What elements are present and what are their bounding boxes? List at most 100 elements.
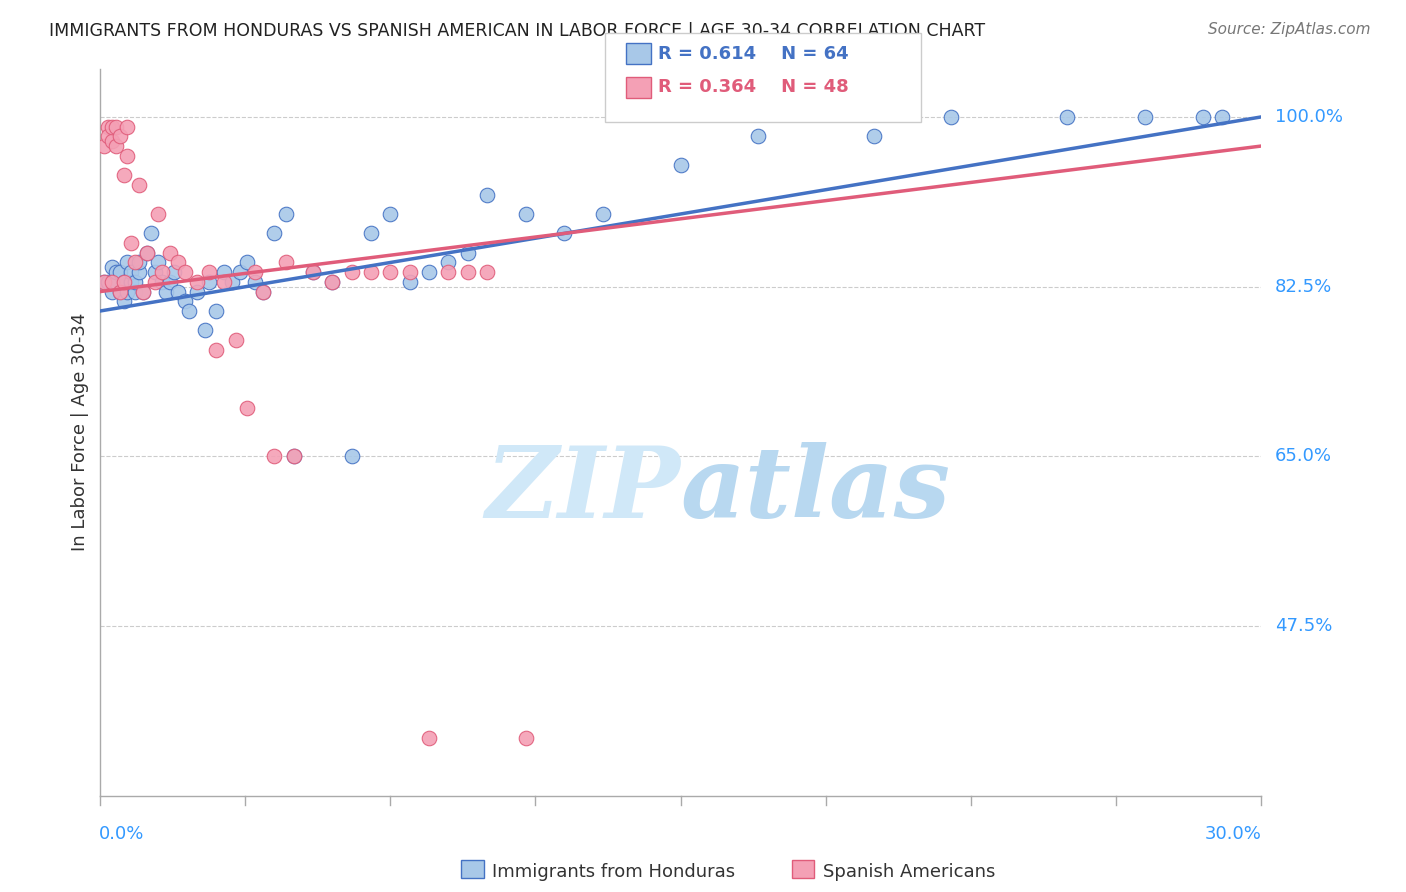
Point <box>515 207 537 221</box>
Point <box>418 731 440 745</box>
Point <box>274 207 297 221</box>
Text: 30.0%: 30.0% <box>1205 825 1261 843</box>
Point <box>174 294 197 309</box>
Point <box>252 285 274 299</box>
Point <box>302 265 325 279</box>
Point <box>1211 110 1233 124</box>
Point <box>132 285 155 299</box>
Point <box>205 343 228 357</box>
Point <box>437 265 460 279</box>
Point <box>108 265 131 279</box>
Point <box>101 285 124 299</box>
Point <box>101 275 124 289</box>
Point <box>93 275 115 289</box>
Text: 65.0%: 65.0% <box>1275 448 1331 466</box>
Point <box>747 129 769 144</box>
Point <box>117 149 139 163</box>
Point <box>108 129 131 144</box>
Point <box>236 255 259 269</box>
Point <box>592 207 614 221</box>
Text: IMMIGRANTS FROM HONDURAS VS SPANISH AMERICAN IN LABOR FORCE | AGE 30-34 CORRELAT: IMMIGRANTS FROM HONDURAS VS SPANISH AMER… <box>49 22 986 40</box>
Text: 82.5%: 82.5% <box>1275 277 1331 296</box>
Point <box>112 275 135 289</box>
Point <box>340 265 363 279</box>
Point <box>863 129 886 144</box>
Y-axis label: In Labor Force | Age 30-34: In Labor Force | Age 30-34 <box>72 313 89 551</box>
Point <box>150 275 173 289</box>
Point <box>166 255 188 269</box>
Text: Spanish Americans: Spanish Americans <box>823 863 995 881</box>
Point <box>166 285 188 299</box>
Point <box>104 120 127 134</box>
Point <box>221 275 243 289</box>
Point <box>418 265 440 279</box>
Text: 47.5%: 47.5% <box>1275 617 1331 635</box>
Point <box>104 275 127 289</box>
Point <box>340 450 363 464</box>
Point <box>457 265 479 279</box>
Text: R = 0.364    N = 48: R = 0.364 N = 48 <box>658 78 849 96</box>
Point <box>139 227 162 241</box>
Point <box>120 236 142 251</box>
Point <box>205 304 228 318</box>
Point <box>148 255 170 269</box>
Point <box>263 450 285 464</box>
Point <box>101 260 124 275</box>
Text: Source: ZipAtlas.com: Source: ZipAtlas.com <box>1208 22 1371 37</box>
Point <box>321 275 343 289</box>
Point <box>669 159 692 173</box>
Text: ZIP: ZIP <box>485 442 681 539</box>
Point <box>197 265 219 279</box>
Point <box>148 207 170 221</box>
Point <box>179 304 201 318</box>
Text: 100.0%: 100.0% <box>1275 108 1343 126</box>
Point <box>212 275 235 289</box>
Point <box>112 275 135 289</box>
Point <box>108 285 131 299</box>
Point <box>475 265 498 279</box>
Point <box>97 275 120 289</box>
Point <box>263 227 285 241</box>
Point <box>124 275 146 289</box>
Point <box>124 285 146 299</box>
Point <box>132 285 155 299</box>
Point <box>120 275 142 289</box>
Point <box>457 245 479 260</box>
Point <box>112 294 135 309</box>
Point <box>143 265 166 279</box>
Text: Immigrants from Honduras: Immigrants from Honduras <box>492 863 735 881</box>
Point <box>252 285 274 299</box>
Point <box>274 255 297 269</box>
Point <box>112 168 135 182</box>
Point <box>117 255 139 269</box>
Point <box>186 275 208 289</box>
Point <box>93 139 115 153</box>
Point <box>1133 110 1156 124</box>
Point <box>197 275 219 289</box>
Point <box>437 255 460 269</box>
Point <box>360 265 382 279</box>
Point <box>163 265 186 279</box>
Point <box>150 265 173 279</box>
Point <box>117 120 139 134</box>
Point <box>135 245 157 260</box>
Point <box>108 285 131 299</box>
Point <box>398 265 420 279</box>
Point <box>159 275 181 289</box>
Text: atlas: atlas <box>681 442 950 539</box>
Point <box>194 323 217 337</box>
Point <box>186 285 208 299</box>
Point <box>515 731 537 745</box>
Point <box>159 245 181 260</box>
Point <box>101 134 124 148</box>
Point <box>225 333 247 347</box>
Point <box>120 265 142 279</box>
Point <box>143 275 166 289</box>
Point <box>101 120 124 134</box>
Point <box>228 265 250 279</box>
Point <box>1056 110 1078 124</box>
Point <box>553 227 575 241</box>
Point <box>104 265 127 279</box>
Point <box>380 265 402 279</box>
Text: R = 0.614    N = 64: R = 0.614 N = 64 <box>658 45 849 62</box>
